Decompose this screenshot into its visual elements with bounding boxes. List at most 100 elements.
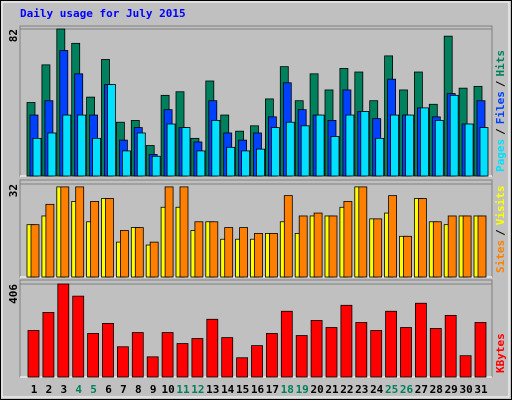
bar (131, 332, 144, 378)
x-tick-label: 21 (325, 383, 339, 396)
x-tick-label: 12 (191, 383, 204, 396)
bar (149, 241, 159, 278)
legend-entry: KBytes (494, 333, 507, 373)
bar (191, 338, 204, 378)
bar (388, 195, 398, 278)
bar (256, 148, 265, 177)
x-tick-label: 19 (296, 383, 309, 396)
x-tick-label: 25 (385, 383, 398, 396)
x-tick-label: 23 (355, 383, 368, 396)
x-tick-label: 7 (120, 383, 127, 396)
bar (479, 127, 489, 177)
bar (209, 221, 219, 278)
bar (221, 337, 234, 378)
x-tick-label: 27 (415, 383, 428, 396)
bar (315, 114, 325, 177)
legend: Pages / Files / Hits (494, 50, 507, 172)
x-tick-label: 26 (400, 383, 414, 396)
bar (206, 318, 219, 378)
bar (57, 283, 70, 378)
bar (370, 330, 383, 378)
bar (72, 295, 85, 378)
bar (385, 310, 398, 378)
x-tick-label: 22 (340, 383, 353, 396)
bar (107, 84, 116, 177)
bar (120, 230, 129, 278)
bar (444, 314, 457, 378)
bar (47, 132, 57, 177)
bar (477, 215, 487, 278)
bar (358, 186, 368, 278)
x-tick-label: 9 (150, 383, 157, 396)
x-tick-label: 1 (31, 383, 38, 396)
bar (87, 333, 99, 378)
x-tick-label: 8 (135, 383, 142, 396)
bar (117, 346, 129, 378)
bar (181, 127, 191, 177)
bar (403, 235, 412, 278)
bar (474, 322, 487, 378)
x-tick-label: 5 (90, 383, 97, 396)
bar (300, 125, 310, 177)
bar (313, 212, 323, 278)
bar (328, 215, 338, 278)
bar (60, 186, 70, 278)
bar (27, 330, 40, 378)
bar (146, 356, 159, 378)
x-tick-label: 2 (46, 383, 53, 396)
x-tick-label: 17 (266, 383, 279, 396)
bar (265, 333, 278, 378)
x-tick-label: 24 (370, 383, 384, 396)
y-tick-label: 82 (7, 29, 20, 42)
bar (164, 186, 174, 278)
x-tick-label: 29 (445, 383, 458, 396)
bar (196, 150, 206, 177)
bar (340, 304, 353, 378)
bar (151, 155, 161, 177)
bar (92, 137, 101, 177)
bar (268, 233, 278, 278)
x-tick-label: 31 (474, 383, 488, 396)
bar (102, 322, 114, 378)
bar (432, 221, 442, 278)
legend-entry: Sites (494, 240, 507, 273)
bar (462, 215, 472, 278)
x-tick-label: 3 (60, 383, 67, 396)
bar (161, 332, 174, 378)
x-tick-label: 14 (221, 383, 235, 396)
x-tick-label: 11 (176, 383, 190, 396)
bar (45, 203, 55, 278)
bar (90, 201, 99, 278)
legend-separator: / (494, 128, 507, 135)
bar (419, 107, 429, 177)
bar (283, 195, 293, 278)
bar (105, 198, 114, 278)
x-tick-label: 6 (105, 383, 112, 396)
bar (75, 186, 85, 278)
bar (373, 218, 383, 278)
bar (285, 121, 295, 177)
legend-separator: / (494, 80, 507, 87)
x-tick-label: 20 (310, 383, 323, 396)
chart-title: Daily usage for July 2015 (20, 7, 186, 20)
x-tick-label: 30 (459, 383, 472, 396)
bar (194, 221, 204, 278)
x-tick-label: 18 (281, 383, 294, 396)
bar (390, 114, 400, 177)
bar (62, 114, 72, 177)
bar (417, 198, 427, 278)
bar (280, 310, 293, 378)
bar (343, 201, 353, 278)
legend: KBytes (494, 333, 507, 373)
bar (166, 123, 176, 177)
bar (414, 302, 427, 378)
bar (325, 327, 338, 378)
bar (447, 215, 457, 278)
bar (42, 312, 55, 378)
bar (241, 150, 251, 177)
y-tick-label: 32 (7, 184, 20, 197)
bar (254, 233, 263, 278)
bar (251, 345, 263, 378)
